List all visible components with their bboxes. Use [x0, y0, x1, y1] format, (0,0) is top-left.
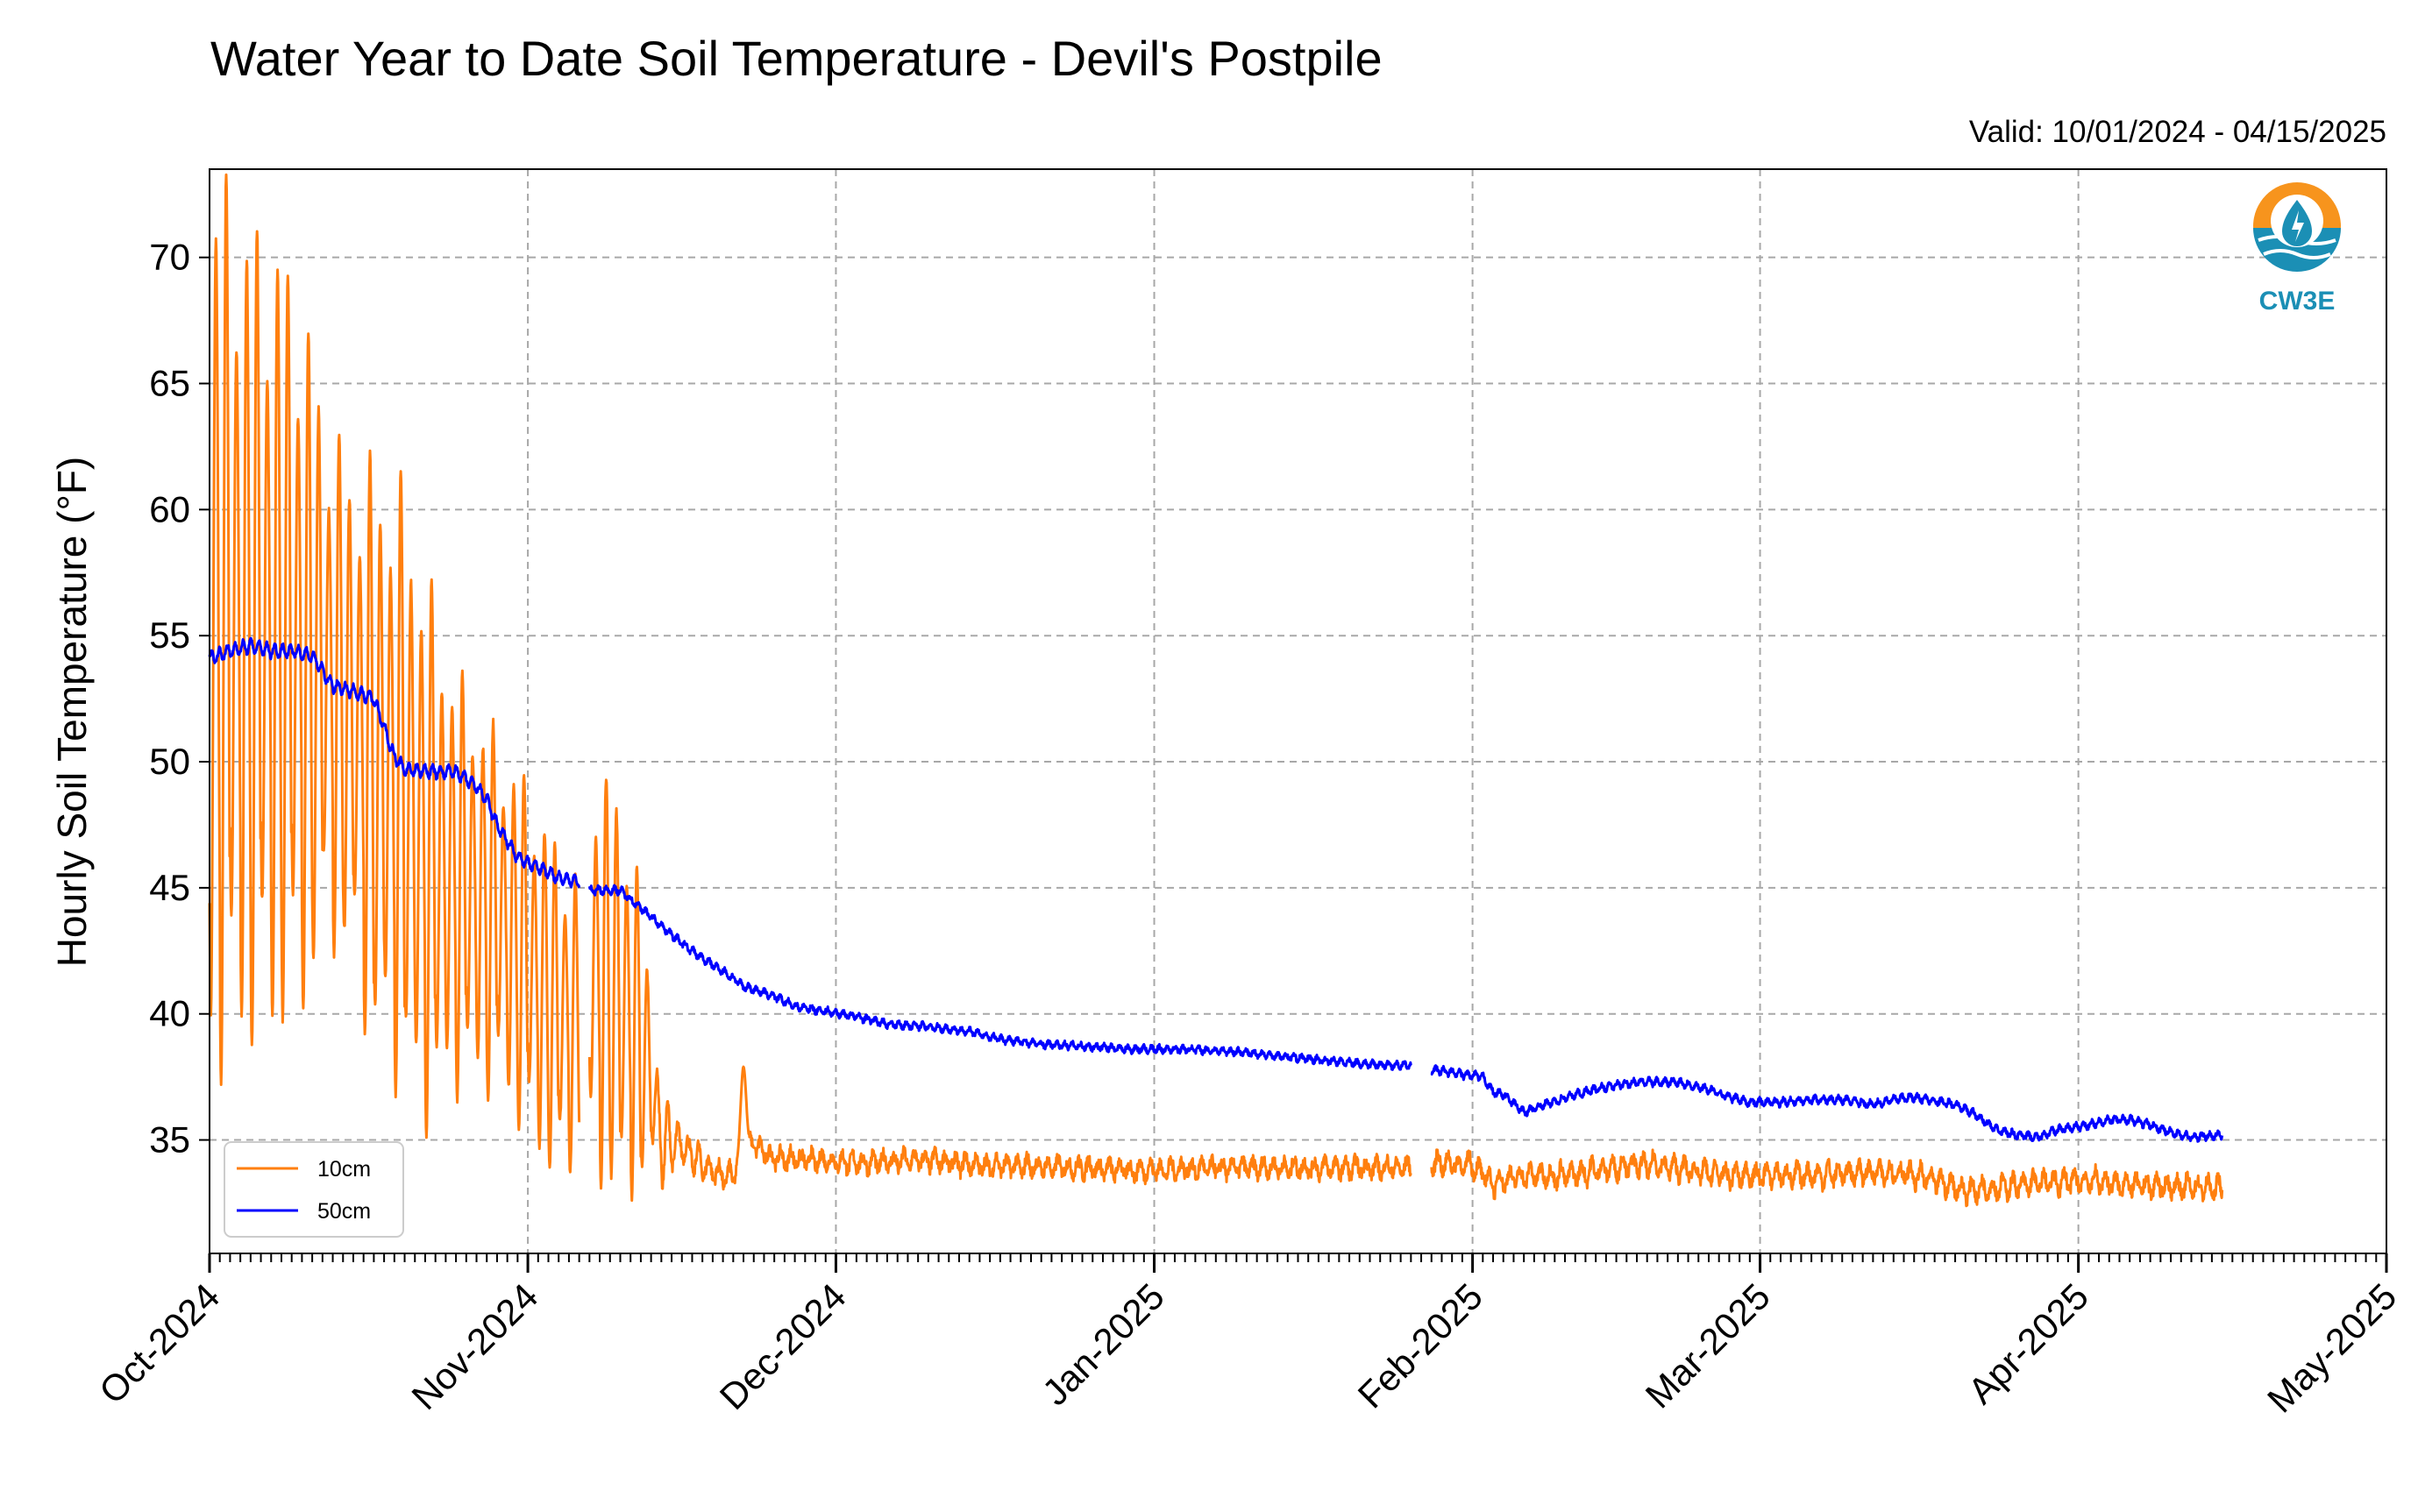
y-tick-label: 65 [149, 363, 190, 404]
series-line-10cm [208, 173, 581, 1174]
series-line-50cm [208, 636, 581, 889]
series-line-10cm [587, 778, 1412, 1203]
series-line-50cm [1430, 1064, 2224, 1143]
legend-box [224, 1141, 404, 1238]
y-axis-label: Hourly Soil Temperature (°F) [49, 457, 95, 968]
y-tick-label: 45 [149, 867, 190, 908]
logo-wave-icon [2253, 228, 2341, 272]
cw3e-logo: CW3E [2253, 182, 2341, 316]
series-line-50cm [587, 884, 1412, 1071]
series-50cm [208, 636, 2224, 1143]
valid-date-range: Valid: 10/01/2024 - 04/15/2025 [1969, 115, 2386, 149]
y-tick-label: 50 [149, 741, 190, 782]
series-layer [208, 173, 2224, 1208]
legend-label-10cm: 10cm [317, 1157, 371, 1182]
legend-label-50cm: 50cm [317, 1199, 371, 1224]
legend: 10cm 50cm [224, 1141, 404, 1238]
y-tick-label: 60 [149, 488, 190, 529]
logo-text: CW3E [2259, 287, 2336, 316]
y-tick-label: 70 [149, 237, 190, 278]
series-10cm [208, 173, 2224, 1208]
series-line-10cm [1430, 1148, 2224, 1208]
y-tick-label: 55 [149, 614, 190, 656]
y-axis: 35 40 45 50 55 60 65 70 [149, 237, 210, 1161]
y-tick-label: 40 [149, 993, 190, 1034]
chart-title: Water Year to Date Soil Temperature - De… [210, 31, 1383, 86]
y-tick-label: 35 [149, 1119, 190, 1161]
